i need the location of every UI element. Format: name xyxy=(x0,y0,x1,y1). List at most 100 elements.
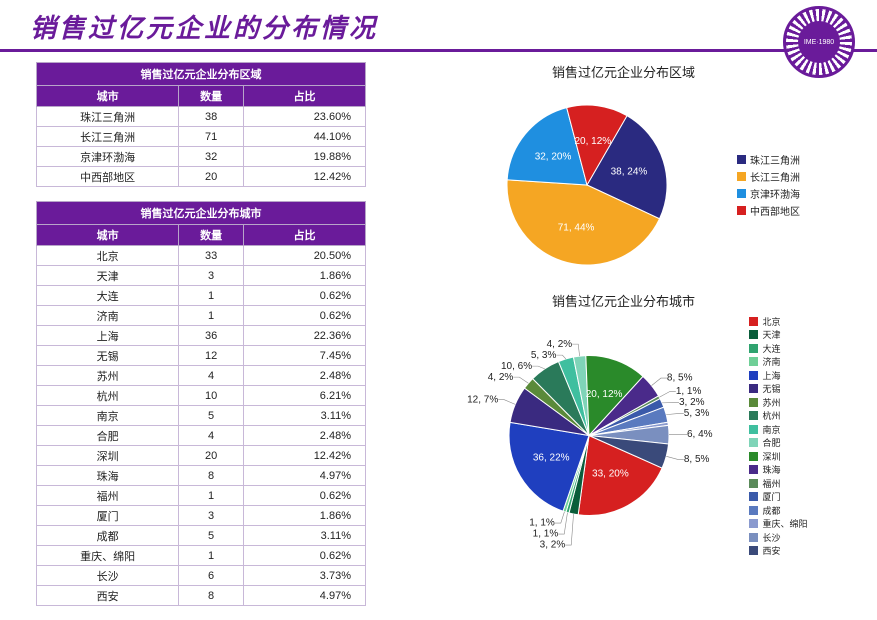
table-cell: 长江三角洲 xyxy=(37,127,179,147)
table-cell: 济南 xyxy=(37,306,179,326)
legend-item: 重庆、绵阳 xyxy=(749,517,807,530)
legend-swatch xyxy=(749,344,758,353)
table-cell: 10 xyxy=(179,386,244,406)
legend-item: 深圳 xyxy=(749,450,807,463)
table-row: 厦门31.86% xyxy=(37,506,366,526)
table-cell: 4 xyxy=(179,426,244,446)
table-row: 成都53.11% xyxy=(37,526,366,546)
content: 销售过亿元企业分布区域城市数量占比珠江三角洲3823.60%长江三角洲7144.… xyxy=(0,52,877,620)
table-cell: 12.42% xyxy=(244,167,366,187)
legend-label: 合肥 xyxy=(762,436,780,449)
legend-item: 珠海 xyxy=(749,463,807,476)
legend-item: 长沙 xyxy=(749,531,807,544)
table-cell: 12.42% xyxy=(244,446,366,466)
table-cell: 44.10% xyxy=(244,127,366,147)
table-row: 京津环渤海3219.88% xyxy=(37,147,366,167)
table-header: 数量 xyxy=(179,86,244,107)
table-cell: 32 xyxy=(179,147,244,167)
table-cell: 长沙 xyxy=(37,566,179,586)
table-cell: 珠江三角洲 xyxy=(37,107,179,127)
chart-title: 销售过亿元企业分布区域 xyxy=(390,62,857,81)
legend-swatch xyxy=(749,371,758,380)
legend-swatch xyxy=(749,533,758,542)
legend-item: 南京 xyxy=(749,423,807,436)
table-cell: 0.62% xyxy=(244,486,366,506)
slice-label: 3, 2% xyxy=(540,540,566,551)
legend-item: 上海 xyxy=(749,369,807,382)
table-cell: 珠海 xyxy=(37,466,179,486)
table-cell: 0.62% xyxy=(244,546,366,566)
legend-label: 南京 xyxy=(762,423,780,436)
table-header: 占比 xyxy=(244,86,366,107)
table-cell: 深圳 xyxy=(37,446,179,466)
legend-label: 成都 xyxy=(762,504,780,517)
table-cell: 1.86% xyxy=(244,266,366,286)
table-caption: 销售过亿元企业分布城市 xyxy=(37,202,366,225)
table-row: 上海3622.36% xyxy=(37,326,366,346)
table-cell: 20 xyxy=(179,167,244,187)
table-row: 长江三角洲7144.10% xyxy=(37,127,366,147)
legend-swatch xyxy=(749,425,758,434)
table-cell: 4.97% xyxy=(244,466,366,486)
table-cell: 12 xyxy=(179,346,244,366)
table-cell: 3 xyxy=(179,266,244,286)
legend-swatch xyxy=(749,317,758,326)
slice-label: 38, 24% xyxy=(611,166,648,177)
legend-swatch xyxy=(737,155,746,164)
table-cell: 大连 xyxy=(37,286,179,306)
table-cell: 38 xyxy=(179,107,244,127)
legend-item: 福州 xyxy=(749,477,807,490)
slice-label: 5, 3% xyxy=(531,350,557,361)
table-cell: 上海 xyxy=(37,326,179,346)
chart-title: 销售过亿元企业分布城市 xyxy=(390,291,857,310)
legend-swatch xyxy=(749,330,758,339)
legend-label: 京津环渤海 xyxy=(750,186,800,201)
legend-item: 杭州 xyxy=(749,409,807,422)
slice-label: 5, 3% xyxy=(684,408,710,419)
table-cell: 3 xyxy=(179,506,244,526)
legend-label: 济南 xyxy=(762,355,780,368)
table-cell: 杭州 xyxy=(37,386,179,406)
table-row: 西安84.97% xyxy=(37,586,366,606)
legend-swatch xyxy=(749,479,758,488)
legend-item: 中西部地区 xyxy=(737,203,800,218)
legend-label: 苏州 xyxy=(762,396,780,409)
table-cell: 厦门 xyxy=(37,506,179,526)
table-cell: 南京 xyxy=(37,406,179,426)
chart-legend: 北京 天津 大连 济南 上海 无锡 苏州 杭州 南京 xyxy=(749,314,807,558)
slice-label: 3, 2% xyxy=(679,397,705,408)
legend-swatch xyxy=(749,519,758,528)
table-cell: 7.45% xyxy=(244,346,366,366)
table-cell: 33 xyxy=(179,246,244,266)
table-cell: 无锡 xyxy=(37,346,179,366)
legend-swatch xyxy=(749,452,758,461)
legend-label: 中西部地区 xyxy=(750,203,800,218)
table-cell: 1 xyxy=(179,306,244,326)
table-row: 福州10.62% xyxy=(37,486,366,506)
table-cell: 2.48% xyxy=(244,366,366,386)
legend-swatch xyxy=(749,492,758,501)
table-cell: 京津环渤海 xyxy=(37,147,179,167)
table-cell: 合肥 xyxy=(37,426,179,446)
legend-label: 重庆、绵阳 xyxy=(762,517,807,530)
slice-label: 4, 2% xyxy=(488,372,514,383)
table-cell: 北京 xyxy=(37,246,179,266)
legend-label: 珠江三角洲 xyxy=(750,152,800,167)
table-header: 占比 xyxy=(244,225,366,246)
legend-item: 长江三角洲 xyxy=(737,169,800,184)
table-header: 城市 xyxy=(37,86,179,107)
legend-swatch xyxy=(737,172,746,181)
table-cell: 20.50% xyxy=(244,246,366,266)
table-cell: 0.62% xyxy=(244,306,366,326)
pie-svg: 33, 20%36, 22%20, 12%8, 5%1, 1%3, 2%5, 3… xyxy=(439,318,739,553)
slice-label: 71, 44% xyxy=(558,222,595,233)
legend-label: 上海 xyxy=(762,369,780,382)
legend-swatch xyxy=(749,411,758,420)
table-cell: 3.11% xyxy=(244,406,366,426)
slice-label: 10, 6% xyxy=(501,361,532,372)
city-pie-chart: 销售过亿元企业分布城市 33, 20%36, 22%20, 12%8, 5%1,… xyxy=(390,291,857,558)
legend-swatch xyxy=(749,384,758,393)
legend-swatch xyxy=(749,398,758,407)
legend-swatch xyxy=(749,506,758,515)
table-row: 长沙63.73% xyxy=(37,566,366,586)
